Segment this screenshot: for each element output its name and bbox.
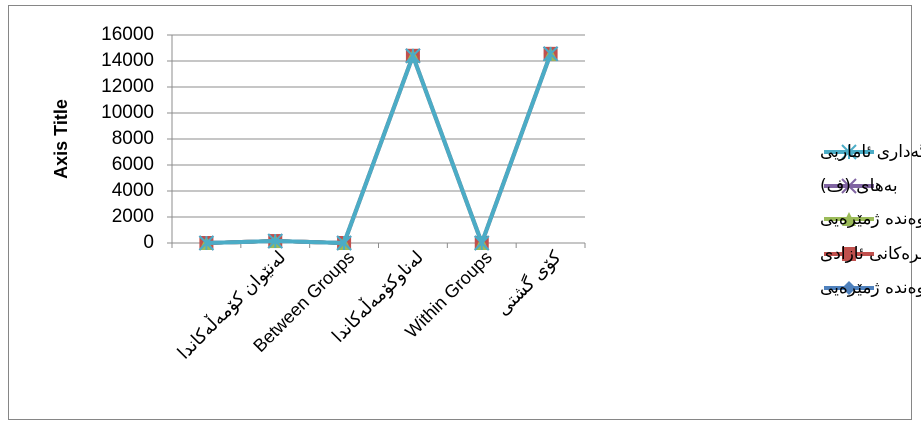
y-tick-label: 0	[143, 232, 154, 253]
y-tick-label: 8000	[112, 128, 154, 149]
data-point	[336, 235, 352, 251]
legend-marker	[842, 247, 856, 261]
y-tick-label: 14000	[101, 50, 154, 71]
data-point	[542, 46, 559, 62]
data-point	[405, 48, 421, 64]
y-tick-label: 2000	[112, 206, 154, 227]
y-axis-title: Axis Title	[51, 99, 71, 179]
legend-marker	[842, 212, 856, 226]
legend-label: کۆی ناوەندە ژمێرەیی	[820, 278, 921, 298]
data-point	[474, 235, 490, 251]
y-tick-label: 10000	[101, 102, 154, 123]
legend-marker	[841, 178, 857, 194]
y-tick-label: 4000	[112, 180, 154, 201]
legend-marker	[841, 144, 857, 160]
legend-marker	[842, 281, 856, 295]
legend-label: نمرەکانی ئازادی	[820, 244, 921, 264]
legend-label: ئاستی بەڵگەداری ئاماریی	[820, 140, 921, 162]
y-tick-label: 12000	[101, 76, 154, 97]
y-tick-label: 6000	[112, 154, 154, 175]
legend-label: بەهای (ف)	[820, 176, 898, 196]
y-tick-label: 16000	[101, 24, 154, 45]
chart-frame	[8, 5, 912, 420]
legend-label: دوجای ناوەندە ژمێرەیی	[820, 209, 921, 229]
series-line	[206, 53, 553, 245]
data-point	[198, 235, 215, 251]
data-point	[267, 233, 283, 249]
